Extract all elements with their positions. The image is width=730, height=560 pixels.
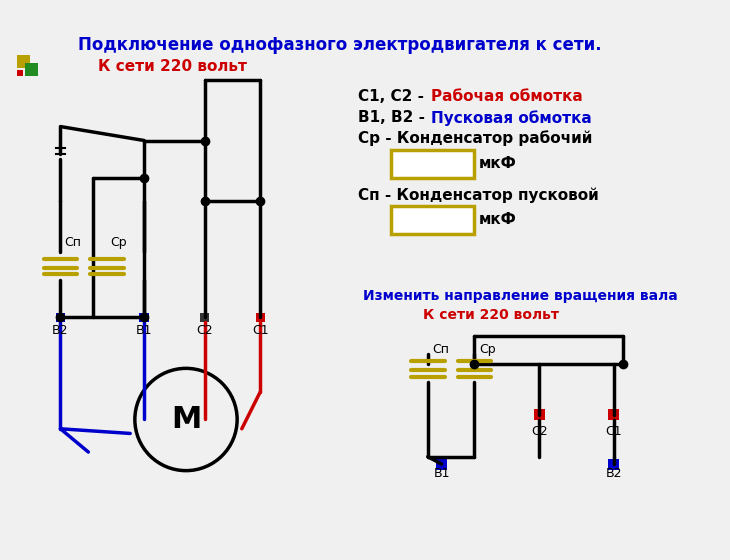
- Text: Сп: Сп: [64, 236, 81, 249]
- Bar: [25, 63, 38, 76]
- Text: М: М: [171, 405, 201, 434]
- Text: С1: С1: [605, 425, 622, 438]
- Text: Рабочая обмотка: Рабочая обмотка: [431, 90, 583, 104]
- Text: мкФ: мкФ: [479, 212, 517, 227]
- Text: В2: В2: [605, 467, 622, 480]
- Bar: [608, 459, 619, 470]
- Text: К сети 220 вольт: К сети 220 вольт: [98, 59, 247, 73]
- Text: Изменить направление вращения вала: Изменить направление вращения вала: [363, 290, 677, 304]
- Text: В1: В1: [136, 324, 153, 337]
- Bar: [55, 312, 65, 322]
- Text: В1: В1: [434, 467, 450, 480]
- Bar: [608, 409, 619, 421]
- Bar: [17, 70, 23, 76]
- Bar: [17, 55, 30, 68]
- Text: Пусковая обмотка: Пусковая обмотка: [431, 110, 591, 125]
- Bar: [391, 150, 474, 178]
- Text: В2: В2: [53, 324, 69, 337]
- Text: Сп - Конденсатор пусковой: Сп - Конденсатор пусковой: [358, 187, 599, 203]
- Text: Сп: Сп: [432, 343, 450, 356]
- Text: Ср - Конденсатор рабочий: Ср - Конденсатор рабочий: [358, 130, 593, 146]
- Text: Ср: Ср: [111, 236, 127, 249]
- Text: С1: С1: [252, 324, 269, 337]
- Bar: [255, 312, 265, 322]
- Text: Подключение однофазного электродвигателя к сети.: Подключение однофазного электродвигателя…: [77, 36, 602, 54]
- Text: В1, В2 -: В1, В2 -: [358, 110, 430, 125]
- Bar: [391, 206, 474, 234]
- Text: С2: С2: [196, 324, 213, 337]
- Bar: [534, 409, 545, 421]
- Bar: [200, 312, 210, 322]
- Text: К сети 220 вольт: К сети 220 вольт: [423, 308, 559, 322]
- Text: С1, С2 -: С1, С2 -: [358, 90, 429, 104]
- Bar: [436, 459, 447, 470]
- Bar: [139, 312, 149, 322]
- Text: С2: С2: [531, 425, 548, 438]
- Text: Ср: Ср: [479, 343, 496, 356]
- Text: мкФ: мкФ: [479, 156, 517, 171]
